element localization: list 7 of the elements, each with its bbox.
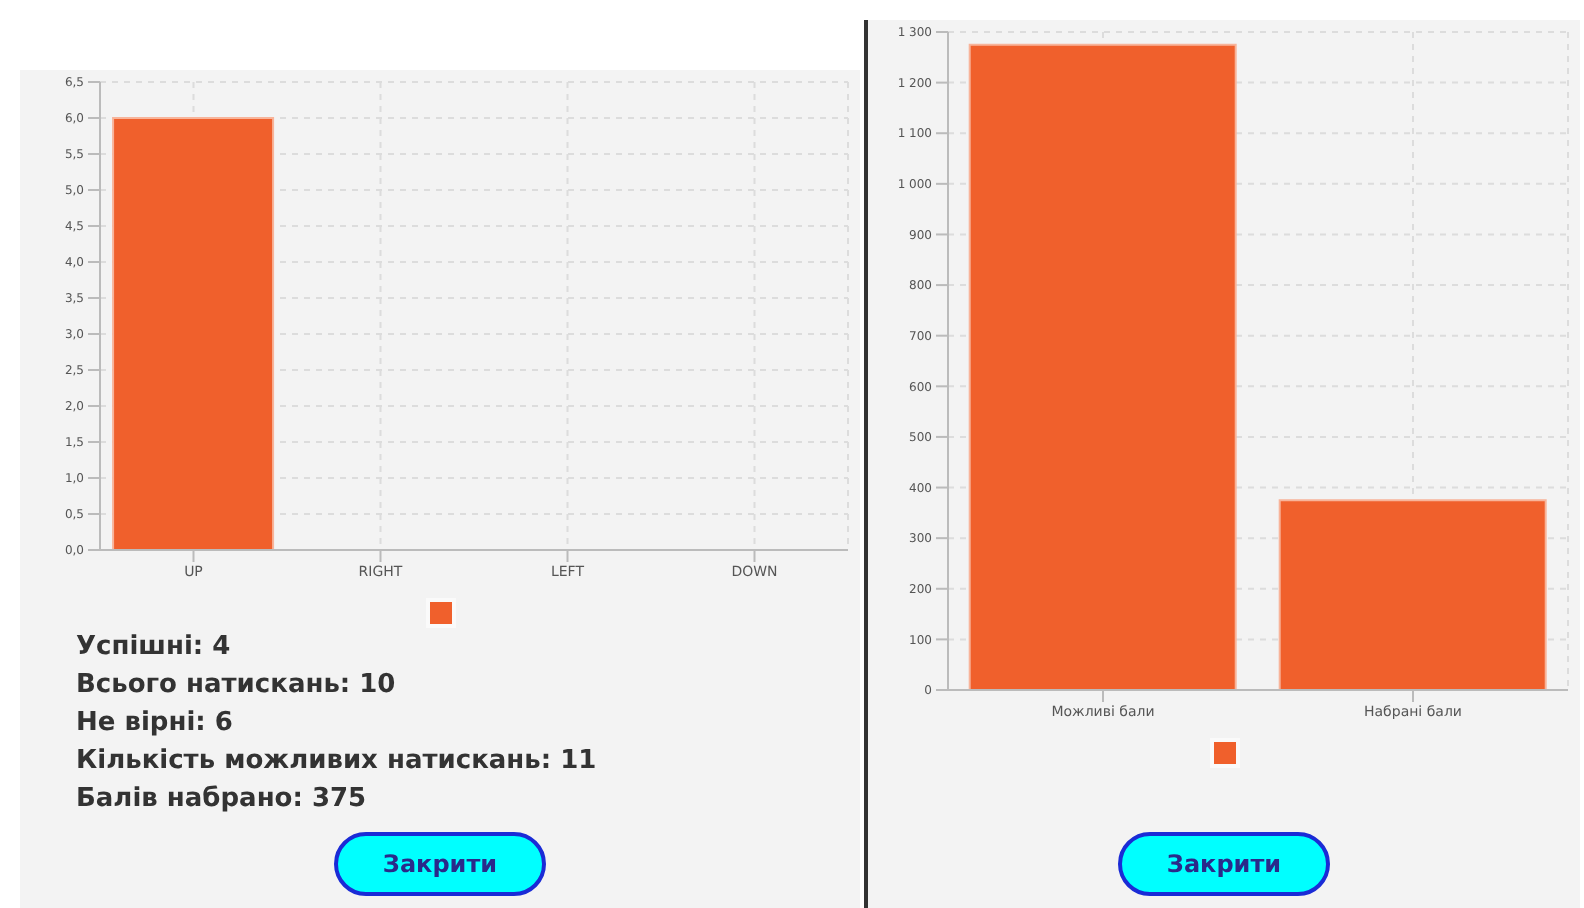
text: Кількість можливих натискань: 11: [76, 744, 599, 780]
close-button[interactable]: Закрити: [1118, 832, 1330, 896]
text: Балів набрано: 375: [76, 782, 369, 818]
text: Успішні: 4: [76, 630, 233, 666]
text: Не вірні: 6: [76, 706, 235, 742]
text: Всього натискань: 10: [76, 668, 398, 704]
close-button[interactable]: Закрити: [334, 832, 546, 896]
